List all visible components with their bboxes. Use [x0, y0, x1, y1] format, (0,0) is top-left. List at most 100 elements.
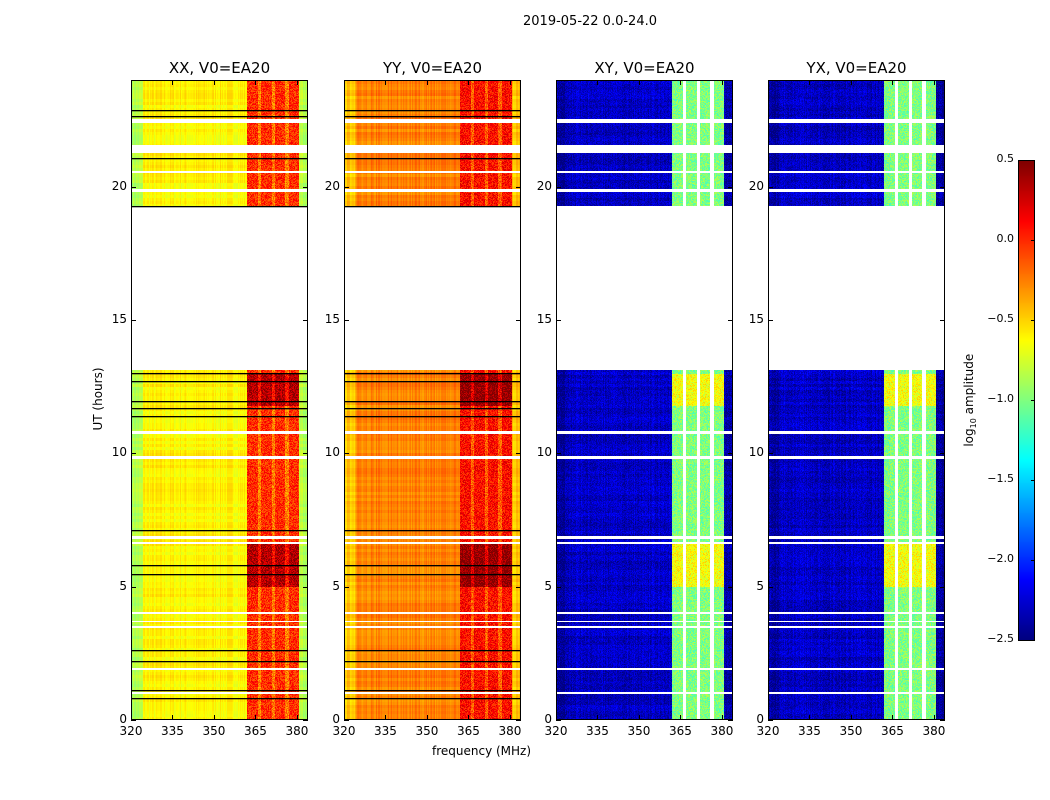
y-tick-mark [516, 320, 521, 321]
y-tick-label: 10 [536, 445, 552, 460]
colorbar-label-subscript: 10 [969, 418, 979, 429]
y-tick-mark [131, 586, 136, 588]
y-tick-mark [303, 186, 308, 188]
panel-title: YY, V0=EA20 [382, 59, 483, 77]
y-tick-mark [768, 720, 773, 721]
x-tick-mark [509, 715, 511, 720]
y-tick-mark [344, 453, 349, 455]
y-tick-mark [516, 720, 521, 721]
x-tick-label: 320 [544, 724, 568, 738]
x-tick-mark [680, 80, 682, 85]
x-tick-mark [597, 715, 599, 720]
x-tick-mark [809, 80, 811, 85]
colorbar-label-prefix: log [961, 428, 976, 447]
y-tick-mark [768, 586, 773, 588]
y-tick-label: 20 [111, 178, 127, 193]
y-tick-label: 5 [544, 578, 552, 593]
y-tick-mark [728, 186, 733, 188]
x-tick-mark [255, 715, 257, 720]
x-tick-mark [638, 80, 640, 85]
y-tick-label: 5 [756, 578, 764, 593]
y-tick-mark [940, 720, 945, 721]
x-tick-mark [721, 80, 723, 85]
x-tick-label: 335 [798, 724, 821, 738]
colorbar-gradient [1019, 161, 1034, 640]
x-tick-label: 350 [627, 724, 651, 738]
colorbar-tick-label: 0.0 [996, 232, 1015, 245]
panel-title: XY, V0=EA20 [594, 59, 695, 77]
x-tick-label: 350 [839, 724, 863, 738]
y-tick-mark [516, 186, 521, 188]
x-tick-label: 365 [881, 724, 904, 738]
heatmap-image [345, 81, 520, 719]
x-tick-label: 380 [922, 724, 946, 738]
y-tick-mark [940, 320, 945, 321]
x-tick-label: 380 [285, 724, 309, 738]
x-tick-mark [768, 715, 769, 720]
x-tick-label: 380 [710, 724, 734, 738]
colorbar-tick-mark [1031, 400, 1035, 401]
x-tick-mark [172, 80, 174, 85]
x-tick-mark [426, 715, 428, 720]
x-tick-label: 335 [374, 724, 397, 738]
colorbar-tick-mark [1031, 240, 1035, 241]
y-tick-mark [728, 453, 733, 455]
x-tick-label: 320 [119, 724, 143, 738]
y-tick-mark [940, 453, 945, 455]
x-tick-mark [597, 80, 599, 85]
y-tick-label: 0 [544, 712, 552, 726]
figure-title: 2019-05-22 0.0-24.0 [523, 14, 657, 29]
x-tick-mark [255, 80, 257, 85]
x-tick-mark [933, 80, 935, 85]
x-tick-label: 365 [457, 724, 480, 738]
x-tick-mark [468, 80, 470, 85]
y-tick-mark [516, 453, 521, 455]
panel-title: YX, V0=EA20 [806, 59, 907, 77]
x-tick-mark [131, 715, 132, 720]
x-tick-label: 350 [415, 724, 439, 738]
y-tick-mark [728, 320, 733, 321]
heatmap-image [769, 81, 944, 719]
x-tick-label: 365 [669, 724, 692, 738]
x-tick-mark [556, 80, 557, 85]
y-tick-label: 15 [324, 312, 340, 326]
y-tick-label: 0 [332, 712, 340, 726]
y-tick-mark [303, 720, 308, 721]
x-tick-label: 380 [498, 724, 522, 738]
colorbar-label-suffix: amplitude [961, 353, 976, 419]
y-tick-label: 20 [324, 178, 340, 193]
x-tick-mark [296, 715, 298, 720]
y-tick-mark [131, 320, 136, 321]
y-tick-mark [344, 186, 349, 188]
x-tick-mark [296, 80, 298, 85]
y-tick-mark [556, 453, 561, 455]
x-tick-label: 320 [756, 724, 780, 738]
y-tick-mark [131, 720, 136, 721]
x-tick-mark [468, 715, 470, 720]
colorbar-tick-label: 0.5 [996, 152, 1015, 165]
x-tick-mark [385, 80, 387, 85]
y-tick-mark [768, 186, 773, 188]
y-tick-mark [303, 453, 308, 455]
x-tick-mark [933, 715, 935, 720]
colorbar-tick-mark [1031, 560, 1035, 561]
y-tick-mark [344, 586, 349, 588]
y-tick-mark [344, 320, 349, 321]
x-tick-mark [892, 80, 894, 85]
x-tick-mark [509, 80, 511, 85]
y-tick-label: 15 [111, 312, 127, 326]
y-tick-label: 5 [119, 578, 127, 593]
colorbar-tick-mark [1031, 160, 1035, 161]
x-tick-mark [809, 715, 811, 720]
x-tick-mark [892, 715, 894, 720]
y-tick-mark [516, 586, 521, 588]
y-tick-mark [768, 453, 773, 455]
x-tick-label: 335 [586, 724, 609, 738]
y-tick-mark [940, 586, 945, 588]
heatmap-image [132, 81, 307, 719]
y-tick-mark [940, 186, 945, 188]
colorbar-tick-label: −2.5 [987, 632, 1014, 645]
y-tick-label: 15 [748, 312, 764, 326]
x-tick-label: 365 [244, 724, 267, 738]
heatmap-panel [344, 80, 521, 720]
